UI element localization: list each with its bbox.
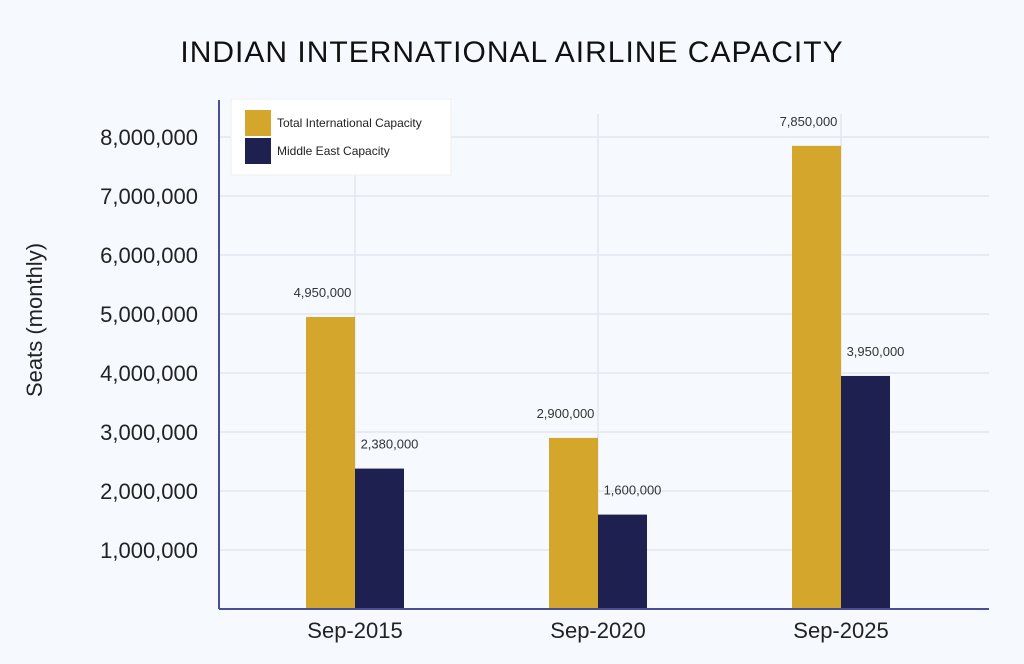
y-tick-label: 1,000,000 bbox=[100, 538, 198, 563]
data-label: 7,850,000 bbox=[780, 114, 838, 129]
bar-total-sep-2020 bbox=[549, 437, 598, 609]
bar-total-sep-2015 bbox=[306, 316, 355, 609]
y-tick-label: 3,000,000 bbox=[100, 420, 198, 445]
legend-swatch bbox=[245, 138, 271, 164]
bar-middle-east-sep-2020 bbox=[598, 514, 647, 609]
bars bbox=[306, 145, 890, 609]
x-tick-label: Sep-2020 bbox=[550, 618, 645, 643]
data-labels: 4,950,000 2,380,000 2,900,000 1,600,000 7,85… bbox=[294, 114, 905, 498]
y-tick-label: 7,000,000 bbox=[100, 184, 198, 209]
legend: Total International Capacity Middle East … bbox=[230, 98, 452, 176]
data-label: 2,900,000 bbox=[537, 406, 595, 421]
y-tick-label: 5,000,000 bbox=[100, 302, 198, 327]
data-label: 1,600,000 bbox=[604, 483, 662, 498]
data-label: 4,950,000 bbox=[294, 285, 352, 300]
legend-swatch bbox=[245, 110, 271, 136]
bar-total-sep-2025 bbox=[792, 145, 841, 609]
x-tick-label: Sep-2025 bbox=[793, 618, 888, 643]
bar-middle-east-sep-2025 bbox=[841, 375, 890, 609]
legend-label: Middle East Capacity bbox=[277, 144, 390, 158]
legend-label: Total International Capacity bbox=[277, 116, 422, 130]
y-axis-label: Seats (monthly) bbox=[22, 243, 47, 397]
data-label: 3,950,000 bbox=[847, 344, 905, 359]
y-tick-label: 8,000,000 bbox=[100, 125, 198, 150]
chart-title: INDIAN INTERNATIONAL AIRLINE CAPACITY bbox=[180, 36, 843, 69]
data-label: 2,380,000 bbox=[361, 437, 419, 452]
y-axis-ticks: 1,000,000 2,000,000 3,000,000 4,000,000 5,00… bbox=[100, 125, 198, 563]
y-tick-label: 4,000,000 bbox=[100, 361, 198, 386]
x-axis-ticks: Sep-2015 Sep-2020 Sep-2025 bbox=[307, 618, 888, 643]
x-tick-label: Sep-2015 bbox=[307, 618, 402, 643]
bar-middle-east-sep-2015 bbox=[355, 468, 404, 609]
y-tick-label: 6,000,000 bbox=[100, 243, 198, 268]
y-tick-label: 2,000,000 bbox=[100, 479, 198, 504]
axes bbox=[218, 100, 989, 610]
